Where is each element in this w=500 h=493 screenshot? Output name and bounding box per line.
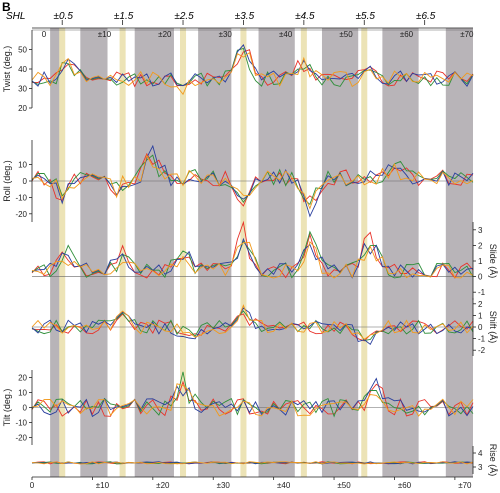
y-tick-label-shift: -2 [478,346,486,355]
axis-label-shift: Shift (Å) [488,311,498,344]
y-tick-label-roll: -10 [15,193,27,202]
y-tick-label-twist: 40 [18,65,27,74]
y-tick-label-roll: -20 [15,210,27,219]
y-tick-label-shift: -1 [478,335,486,344]
parameter-panels [31,29,474,465]
y-tick-label-slide: -1 [478,288,486,297]
y-tick-label-tilt: 10 [18,389,27,398]
series-line-tilt-2 [31,377,474,418]
y-tick-label-slide: 3 [478,226,483,235]
bottom-tick-label: ±30 [217,481,231,490]
yellow-band-5 [361,28,368,477]
top-tick-label: ±30 [219,30,233,39]
bottom-tick-label: 0 [30,481,35,490]
shl-tick-label: ±4.5 [295,11,315,22]
series-line-slide-2 [31,237,474,279]
top-tick-label: ±10 [98,30,112,39]
gray-band-6 [382,28,419,477]
bottom-tick-label: ±40 [277,481,291,490]
y-tick-label-tilt: -20 [15,434,27,443]
y-tick-label-slide: 2 [478,241,483,250]
top-tick-label: ±40 [279,30,293,39]
gray-band-7 [445,28,473,477]
series-line-shift-3 [31,304,474,340]
axis-label-roll: Roll (deg.) [2,160,12,202]
y-tick-label-twist: 30 [18,85,27,94]
panel-tilt [31,371,474,418]
bottom-tick-label: ±70 [458,481,472,490]
y-tick-label-shift: 0 [478,323,483,332]
shl-tick-label: ±3.5 [235,11,255,22]
axis-label-twist: Twist (deg.) [2,46,12,93]
bottom-tick-label: ±50 [337,481,351,490]
y-tick-label-roll: 10 [18,161,27,170]
shl-tick-label: ±5.5 [356,11,376,22]
panel-shift [31,304,474,345]
top-tick-label: ±60 [400,30,414,39]
y-tick-label-rise: 3 [478,463,483,472]
top-axis-tick-labels: 0 ±10 ±20 ±30 ±40 ±50 ±60 ±70 [42,30,474,39]
bottom-axis-tick-labels: 0 ±10 ±20 ±30 ±40 ±50 ±60 ±70 [30,477,472,490]
shl-tick-label: ±0.5 [54,11,74,22]
yellow-band-1 [119,28,126,477]
gray-band-0 [50,28,63,477]
panel-twist [31,29,474,96]
bottom-tick-label: ±60 [398,481,412,490]
yellow-band-2 [180,28,187,477]
y-tick-label-slide: 1 [478,257,483,266]
series-line-slide-3 [31,241,474,279]
y-tick-label-roll: 0 [23,177,28,186]
y-tick-label-slide: 0 [478,273,483,282]
series-line-tilt-3 [31,383,474,417]
series-line-roll-3 [31,154,474,210]
axis-label-rise: Rise (Å) [488,444,498,477]
series-line-rise-3 [31,461,474,465]
series-line-twist-3 [31,51,474,96]
shl-label: SHL [6,11,25,22]
series-line-tilt-0 [31,380,474,417]
axis-label-slide: Slide (Å) [488,244,498,279]
axis-label-tilt: Tilt (deg.) [2,389,12,427]
top-tick-label: 0 [42,30,47,39]
yellow-band-3 [240,28,247,477]
shl-tick-labels: ±0.5 ±1.5 ±2.5 ±3.5 ±4.5 ±5.5 ±6.5 [54,11,436,25]
top-tick-label: ±50 [339,30,353,39]
bottom-tick-label: ±10 [96,481,110,490]
shl-tick-label: ±2.5 [174,11,194,22]
top-tick-label: ±20 [158,30,172,39]
y-tick-label-tilt: 20 [18,374,27,383]
top-tick-label: ±70 [460,30,474,39]
panel-roll [31,144,474,218]
series-line-roll-2 [31,144,474,218]
y-tick-label-tilt: 0 [23,404,28,413]
y-tick-label-rise: 4 [478,449,483,458]
y-tick-label-twist: 50 [18,46,27,55]
shl-tick-label: ±6.5 [416,11,436,22]
y-tick-label-tilt: -10 [15,419,27,428]
y-tick-label-shift: 2 [478,300,483,309]
y-tick-label-twist: 20 [18,104,27,113]
bottom-tick-label: ±20 [156,481,170,490]
panel-slide [31,220,474,279]
y-tick-label-shift: 1 [478,311,483,320]
panel-rise [31,461,474,465]
shl-tick-label: ±1.5 [114,11,134,22]
series-line-tilt-1 [31,371,474,418]
gray-band-4 [258,28,295,477]
panel-letter: B [2,0,11,14]
